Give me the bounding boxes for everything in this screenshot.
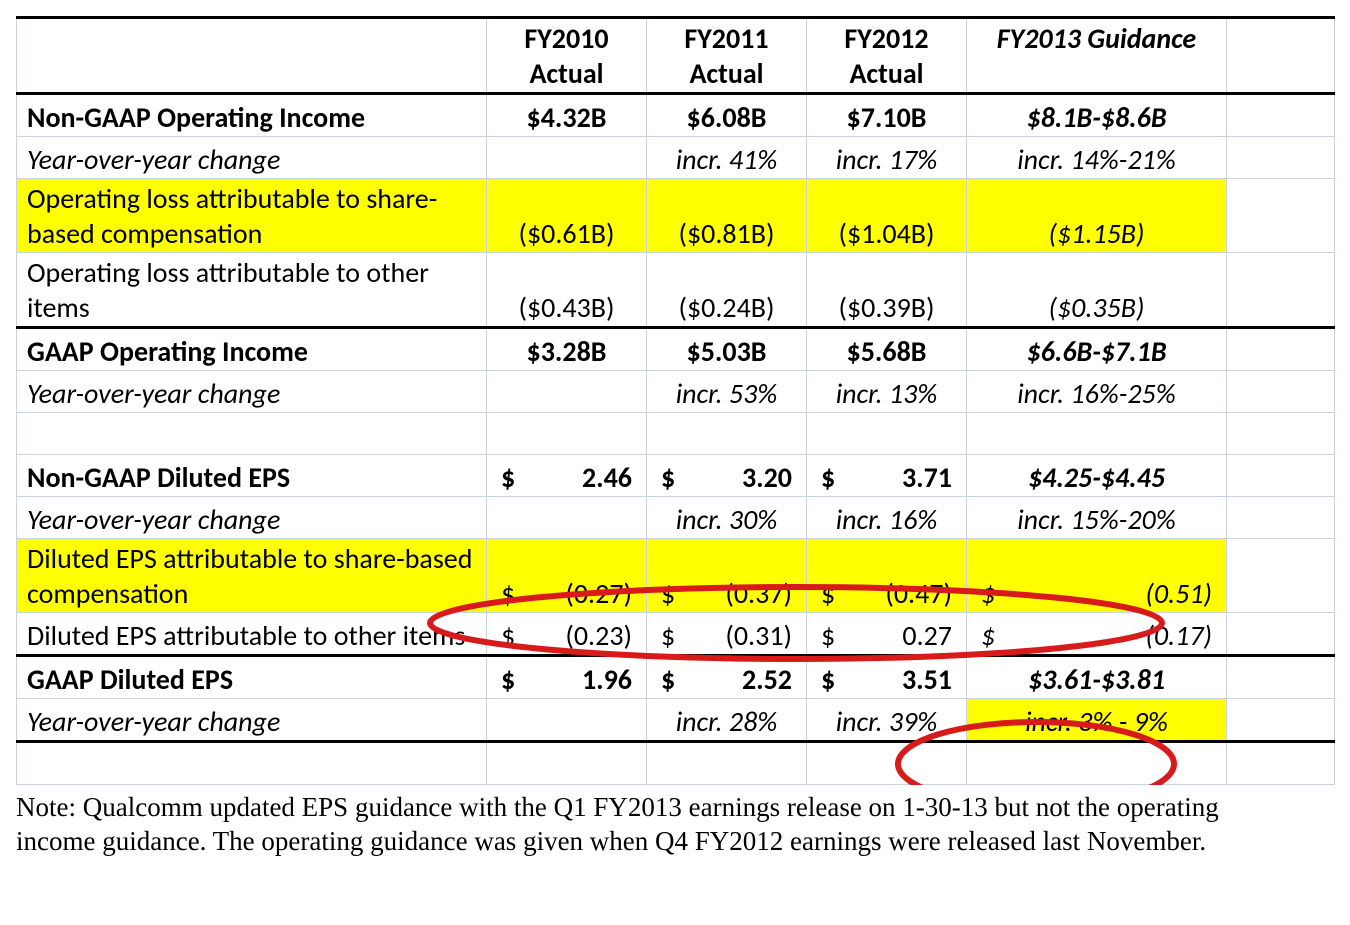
cell-empty [1227,699,1335,742]
cell: $1.96 [487,656,647,699]
cell: incr. 39% [807,699,967,742]
cell: incr. 53% [647,371,807,413]
table-wrapper: FY2010 Actual FY2011 Actual FY2012 Actua… [16,16,1334,785]
row-oploss-other: Operating loss attributable to other ite… [17,253,1335,328]
cell: incr. 16%-25% [967,371,1227,413]
cell: ($0.61B) [487,179,647,253]
cell: $(0.51) [967,539,1227,613]
footnote: Note: Qualcomm updated EPS guidance with… [16,791,1296,859]
header-blank [17,18,487,94]
cell: $5.03B [647,328,807,371]
cell: $8.1B-$8.6B [967,94,1227,137]
label: Year-over-year change [17,699,487,742]
label: Non-GAAP Diluted EPS [17,455,487,497]
cell: incr. 28% [647,699,807,742]
cell: $(0.27) [487,539,647,613]
cell: $4.32B [487,94,647,137]
header-empty [1227,18,1335,94]
cell: $3.28B [487,328,647,371]
cell: $3.51 [807,656,967,699]
cell: ($0.43B) [487,253,647,328]
cell: $3.20 [647,455,807,497]
cell [487,371,647,413]
cell: ($1.15B) [967,179,1227,253]
cell-empty [1227,497,1335,539]
cell: $7.10B [807,94,967,137]
label: Diluted EPS attributable to share-based … [17,539,487,613]
label: Operating loss attributable to share-bas… [17,179,487,253]
cell: incr. 3% - 9% [967,699,1227,742]
cell-empty [1227,328,1335,371]
cell: ($0.35B) [967,253,1227,328]
cell [487,137,647,179]
cell-empty [1227,455,1335,497]
row-eps-share: Diluted EPS attributable to share-based … [17,539,1335,613]
cell: $(0.17) [967,613,1227,656]
cell: ($0.39B) [807,253,967,328]
cell: $0.27 [807,613,967,656]
cell-empty [1227,137,1335,179]
cell-empty [1227,613,1335,656]
cell-empty [1227,539,1335,613]
row-nongaap-opinc-yoy: Year-over-year change incr. 41% incr. 17… [17,137,1335,179]
row-spacer [17,413,1335,455]
cell: $5.68B [807,328,967,371]
row-nongaap-opinc: Non-GAAP Operating Income $4.32B $6.08B … [17,94,1335,137]
cell: $6.6B-$7.1B [967,328,1227,371]
label: Year-over-year change [17,371,487,413]
header-fy2010: FY2010 Actual [487,18,647,94]
cell: ($0.81B) [647,179,807,253]
cell: incr. 14%-21% [967,137,1227,179]
row-spacer-end [17,742,1335,785]
row-gaap-opinc-yoy: Year-over-year change incr. 53% incr. 13… [17,371,1335,413]
row-gaap-eps: GAAP Diluted EPS $1.96 $2.52 $3.51 $3.61… [17,656,1335,699]
cell: incr. 13% [807,371,967,413]
cell: $3.71 [807,455,967,497]
row-oploss-share: Operating loss attributable to share-bas… [17,179,1335,253]
cell-empty [1227,656,1335,699]
label: Operating loss attributable to other ite… [17,253,487,328]
header-row: FY2010 Actual FY2011 Actual FY2012 Actua… [17,18,1335,94]
cell-empty [1227,179,1335,253]
label: GAAP Operating Income [17,328,487,371]
cell: incr. 16% [807,497,967,539]
cell: ($0.24B) [647,253,807,328]
cell: $(0.23) [487,613,647,656]
cell: $(0.31) [647,613,807,656]
financial-table: FY2010 Actual FY2011 Actual FY2012 Actua… [16,16,1335,785]
cell: $3.61-$3.81 [967,656,1227,699]
label: GAAP Diluted EPS [17,656,487,699]
cell: $2.52 [647,656,807,699]
header-fy2012: FY2012 Actual [807,18,967,94]
cell: incr. 30% [647,497,807,539]
cell [487,699,647,742]
cell-empty [1227,253,1335,328]
row-gaap-eps-yoy: Year-over-year change incr. 28% incr. 39… [17,699,1335,742]
header-fy2013: FY2013 Guidance [967,18,1227,94]
label: Year-over-year change [17,137,487,179]
cell: $2.46 [487,455,647,497]
cell: incr. 17% [807,137,967,179]
cell-empty [1227,94,1335,137]
row-nongaap-eps: Non-GAAP Diluted EPS $2.46 $3.20 $3.71 $… [17,455,1335,497]
header-fy2011: FY2011 Actual [647,18,807,94]
cell: incr. 41% [647,137,807,179]
cell: $(0.37) [647,539,807,613]
label: Year-over-year change [17,497,487,539]
row-eps-other: Diluted EPS attributable to other items … [17,613,1335,656]
label: Diluted EPS attributable to other items [17,613,487,656]
cell: $(0.47) [807,539,967,613]
row-nongaap-eps-yoy: Year-over-year change incr. 30% incr. 16… [17,497,1335,539]
row-gaap-opinc: GAAP Operating Income $3.28B $5.03B $5.6… [17,328,1335,371]
cell [487,497,647,539]
cell: $4.25-$4.45 [967,455,1227,497]
cell: ($1.04B) [807,179,967,253]
cell: incr. 15%-20% [967,497,1227,539]
label: Non-GAAP Operating Income [17,94,487,137]
cell: $6.08B [647,94,807,137]
cell-empty [1227,371,1335,413]
